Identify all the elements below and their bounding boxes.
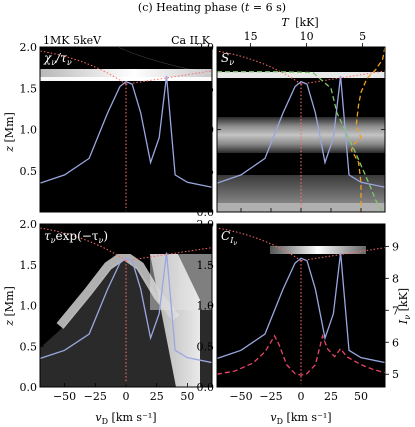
y-tick-label: 2.0: [197, 41, 215, 54]
top-tick-label: 10: [300, 30, 314, 43]
y-tick-label: 0.5: [197, 165, 215, 178]
figure-title: (c) Heating phase (t = 6 s): [138, 1, 286, 14]
panel-label-chi-tau: χν/τν: [43, 51, 72, 67]
dotted-red-curve: [217, 50, 385, 85]
y-tick-label: 2.0: [20, 41, 38, 54]
right-tick-label: 5: [392, 368, 399, 381]
y-tick-label: 1.0: [197, 300, 215, 313]
y-tick-label: 1.5: [197, 259, 215, 272]
y-tick-label: 0.5: [20, 165, 38, 178]
x-tick-label: −25: [259, 390, 282, 403]
y-tick-label: 0.0: [197, 206, 215, 219]
dotted-red-curve: [40, 50, 212, 85]
y-tick-label: 2.0: [197, 218, 215, 231]
panel-tau-exp: τνexp(−τν): [39, 223, 213, 388]
y-tick-label: 1.5: [20, 82, 38, 95]
y-tick-label: 0.5: [20, 340, 38, 353]
series-tau-unity-height: [217, 252, 385, 364]
y-tick-label: 1.0: [197, 124, 215, 137]
y-axis-label-bottom: z [Mm]: [3, 286, 16, 327]
y-tick-label: 1.0: [20, 300, 38, 313]
series-intensity-profile-kK: [217, 333, 385, 376]
dotted-red-curve: [217, 227, 385, 262]
series-temperature: [350, 47, 385, 212]
top-axis-label: T [kK]: [281, 16, 318, 29]
series-tau-unity-height: [217, 75, 385, 188]
right-tick-label: 8: [392, 272, 399, 285]
right-tick-label: 7: [392, 304, 399, 317]
x-tick-label: 25: [324, 390, 338, 403]
annotation-caiik: Ca II K: [171, 34, 211, 47]
series-tau-unity-height: [40, 252, 212, 364]
x-tick-label: 50: [180, 390, 194, 403]
right-tick-label: 6: [392, 336, 399, 349]
panel-label-tau-exp: τνexp(−τν): [44, 229, 108, 245]
x-tick-label: −25: [84, 390, 107, 403]
x-tick-label: 50: [354, 390, 368, 403]
annotation-1mk: 1MK 5keV: [43, 34, 102, 47]
y-tick-label: 0.5: [197, 340, 215, 353]
axis-ticks: 0.51.01.52.00.00.51.01.52.0−50 −25 0 25 500.…: [20, 41, 400, 403]
right-axis-label: Iν [kK]: [397, 288, 412, 325]
y-axis-label-top: z [Mm]: [3, 112, 16, 153]
y-tick-label: 0.0: [20, 381, 38, 394]
x-tick-label: 25: [150, 390, 164, 403]
right-tick-label: 9: [392, 240, 399, 253]
dotted-red-curve: [40, 227, 212, 262]
y-tick-label: 2.0: [20, 218, 38, 231]
y-tick-label: 1.5: [20, 259, 38, 272]
series-source-function: [217, 71, 384, 212]
x-axis-label-right: vD [km s⁻¹]: [270, 411, 331, 426]
top-axis-ticks: 15 10 5: [244, 30, 366, 47]
top-tick-label: 15: [244, 30, 258, 43]
y-tick-label: 1.5: [197, 82, 215, 95]
series-tau-unity-height: [40, 75, 212, 188]
x-tick-label: −50: [229, 390, 252, 403]
x-tick-label: −50: [53, 390, 76, 403]
panel-chi-over-tau: χν/τν: [39, 46, 213, 213]
top-tick-label: 5: [359, 30, 366, 43]
y-tick-label: 0.0: [197, 381, 215, 394]
x-axis-label-left: vD [km s⁻¹]: [95, 411, 156, 426]
panel-contribution: CIν: [216, 223, 386, 388]
x-tick-label: 0: [123, 390, 130, 403]
y-tick-label: 1.0: [20, 124, 38, 137]
x-tick-label: 0: [298, 390, 305, 403]
panel-source-function: Sν: [216, 46, 386, 213]
